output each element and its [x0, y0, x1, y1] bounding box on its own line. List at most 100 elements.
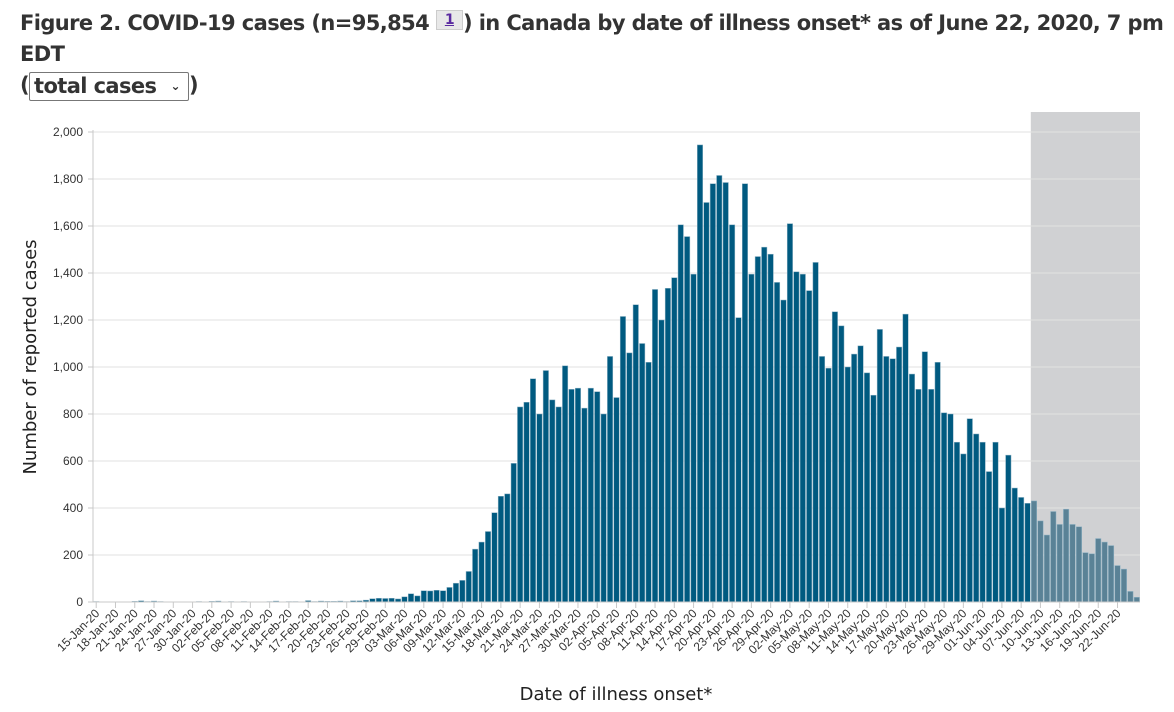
y-tick-label: 200: [63, 548, 83, 562]
bar: [915, 389, 922, 603]
bar: [587, 387, 594, 603]
bar: [440, 590, 447, 603]
bar: [857, 345, 864, 603]
bar: [973, 433, 980, 603]
bar: [1114, 565, 1121, 603]
y-tick-label: 0: [76, 595, 83, 609]
bar: [767, 253, 774, 603]
bar: [1056, 524, 1063, 603]
bar: [831, 311, 838, 603]
bar: [517, 406, 524, 603]
bar: [671, 277, 678, 603]
y-tick-label: 600: [63, 454, 83, 468]
y-tick-label: 2,000: [53, 125, 83, 139]
shaded-region: [1030, 112, 1140, 602]
bar: [414, 595, 421, 603]
bar: [786, 223, 793, 603]
bar: [966, 418, 973, 603]
bar: [549, 399, 556, 603]
bar: [382, 598, 389, 603]
bar: [992, 441, 999, 603]
bar: [658, 319, 665, 603]
bar: [472, 548, 479, 603]
bar: [465, 571, 472, 603]
bar: [690, 273, 697, 603]
bar: [677, 224, 684, 603]
bar: [1011, 487, 1018, 603]
bar: [761, 246, 768, 603]
bar: [1018, 497, 1025, 603]
bar: [613, 397, 620, 603]
bar: [478, 541, 485, 603]
bar: [536, 413, 543, 603]
bar: [1031, 500, 1037, 603]
y-axis-label: Number of reported cases: [20, 239, 41, 474]
bar: [941, 412, 948, 603]
y-tick-label: 1,600: [53, 219, 83, 233]
bar: [896, 346, 903, 603]
open-paren: (: [20, 73, 30, 97]
bar: [1101, 541, 1108, 603]
bar: [864, 372, 870, 603]
bar: [497, 496, 504, 603]
bar: [902, 313, 909, 603]
bar: [530, 378, 536, 603]
bar: [1076, 526, 1082, 603]
x-axis-label: Date of illness onset*: [520, 684, 713, 705]
bar: [1037, 520, 1044, 603]
case-type-select[interactable]: total cases ⌄: [29, 71, 189, 101]
bar: [819, 356, 826, 603]
bar: [979, 441, 986, 603]
bar: [870, 394, 877, 603]
bar: [542, 370, 549, 603]
bar: [876, 329, 883, 603]
bar: [594, 391, 601, 603]
figure-title: Figure 2. COVID-19 cases (n=95,854 1) in…: [20, 8, 1170, 101]
bar: [1120, 568, 1127, 603]
bar: [1082, 552, 1089, 603]
bar: [1024, 503, 1031, 603]
bar: [388, 597, 395, 603]
bar: [600, 413, 607, 603]
bar: [568, 389, 575, 603]
select-value: total cases: [34, 73, 157, 98]
bar: [735, 317, 742, 603]
bar: [607, 356, 614, 603]
chevron-down-icon: ⌄: [170, 78, 181, 93]
y-tick-label: 1,000: [53, 360, 83, 374]
bar: [1095, 538, 1102, 603]
footnote-link[interactable]: 1: [435, 10, 463, 30]
bar: [555, 406, 562, 603]
bar: [754, 256, 761, 603]
bar: [729, 224, 736, 603]
bar: [510, 463, 517, 603]
bar: [697, 144, 703, 603]
bar: [433, 590, 440, 603]
bar: [986, 471, 993, 603]
bar: [1043, 534, 1050, 603]
bar: [427, 590, 434, 603]
bar: [780, 299, 787, 603]
bar: [812, 262, 819, 603]
bar: [574, 387, 581, 603]
close-paren: ): [189, 73, 199, 97]
bar: [960, 453, 967, 603]
bar: [652, 289, 659, 603]
bar: [562, 365, 569, 603]
bar: [1050, 511, 1057, 603]
bar: [504, 493, 511, 603]
y-tick-label: 1,400: [53, 266, 83, 280]
bar: [632, 304, 639, 603]
bar: [581, 407, 588, 603]
bar: [799, 273, 806, 603]
title-prefix: Figure 2. COVID-19 cases (n=95,854: [20, 11, 436, 35]
bar: [491, 512, 498, 603]
bar: [742, 183, 748, 603]
bar: [459, 580, 466, 603]
bar: [1088, 553, 1095, 603]
y-tick-label: 1,200: [53, 313, 83, 327]
bar: [716, 175, 723, 603]
bar: [446, 587, 453, 603]
bar: [909, 373, 915, 603]
